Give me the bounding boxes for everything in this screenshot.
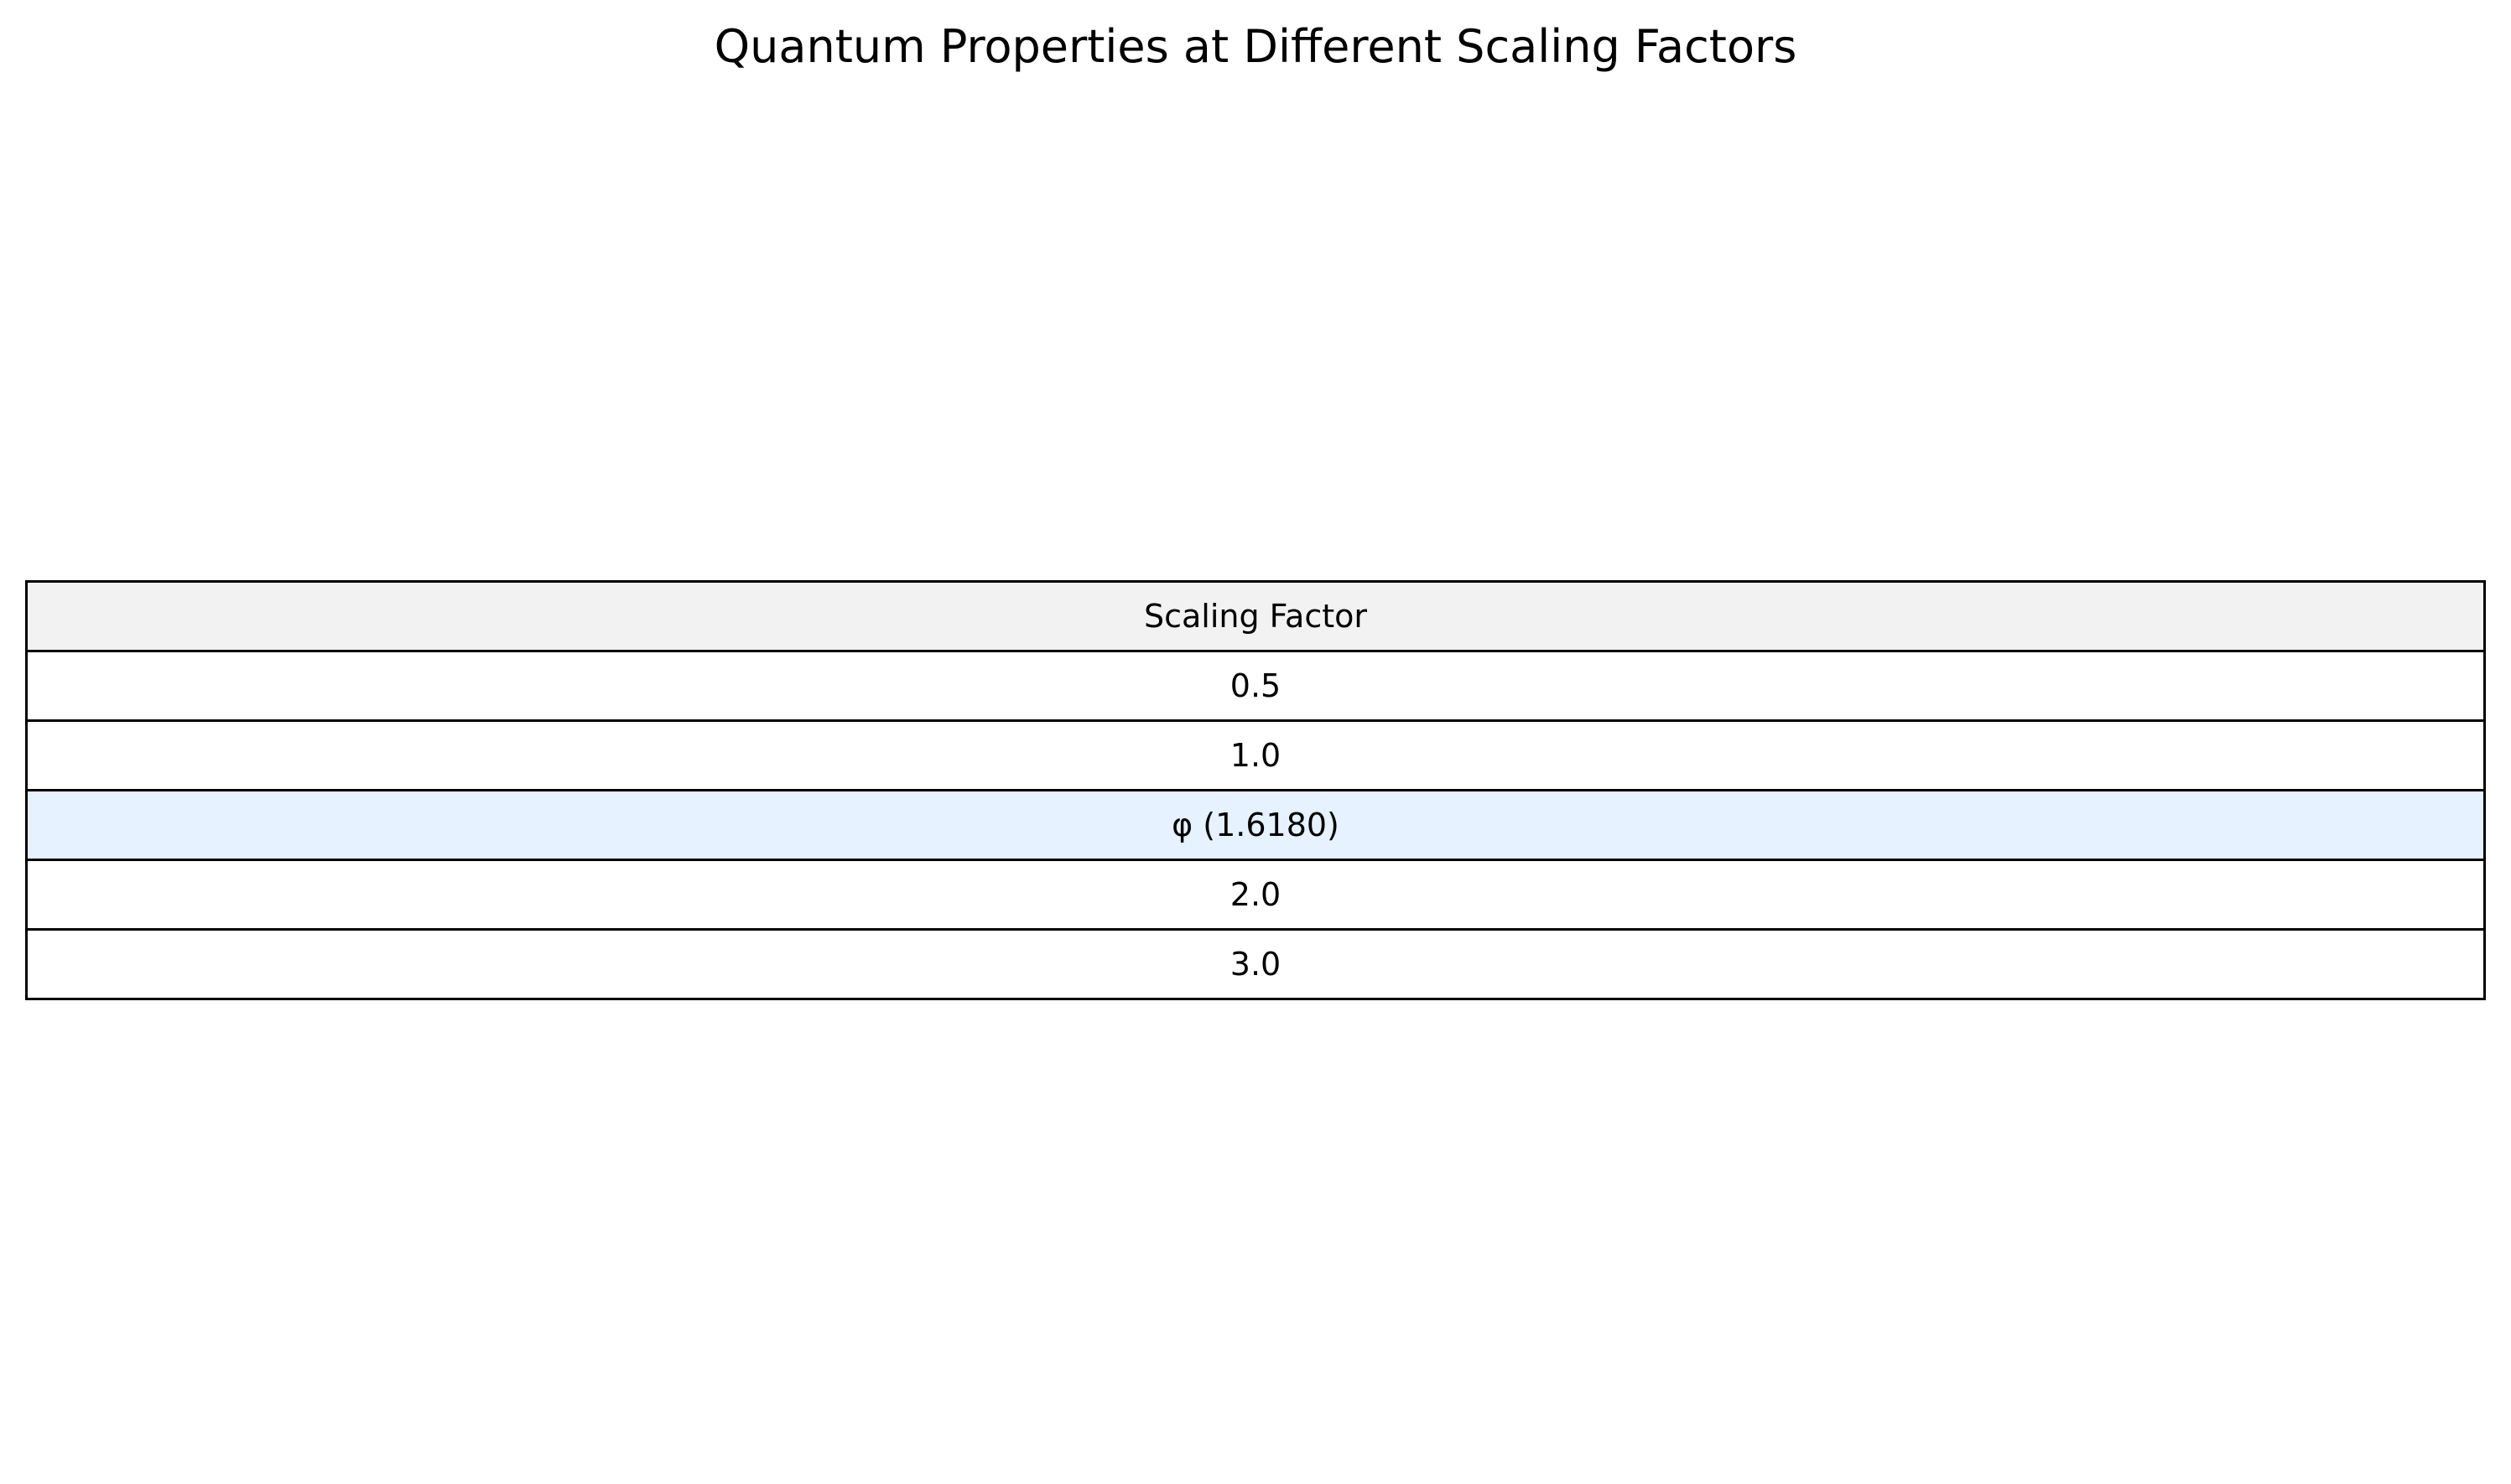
table-cell: 1.0 xyxy=(25,719,2486,791)
table-row: 2.0 xyxy=(25,859,2486,931)
table-row: 1.0 xyxy=(25,719,2486,791)
table-header-row: Scaling Factor xyxy=(25,580,2486,652)
table-row: 3.0 xyxy=(25,928,2486,1000)
table-cell: 2.0 xyxy=(25,859,2486,931)
table-cell: 3.0 xyxy=(25,928,2486,1000)
table-row: φ (1.6180) xyxy=(25,789,2486,861)
table-row: 0.5 xyxy=(25,650,2486,722)
data-table: Scaling Factor 0.5 1.0 φ (1.6180) 2.0 3.… xyxy=(25,580,2486,1000)
table-cell: φ (1.6180) xyxy=(25,789,2486,861)
data-table-container: Scaling Factor 0.5 1.0 φ (1.6180) 2.0 3.… xyxy=(25,580,2486,1000)
column-header-scaling-factor: Scaling Factor xyxy=(25,580,2486,652)
table-cell: 0.5 xyxy=(25,650,2486,722)
chart-title: Quantum Properties at Different Scaling … xyxy=(714,20,1797,73)
